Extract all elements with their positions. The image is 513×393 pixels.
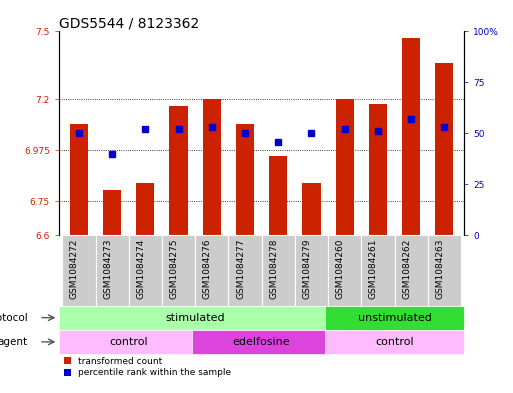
Text: GSM1084272: GSM1084272 (70, 239, 79, 299)
Bar (369, 104, 387, 235)
Bar (402, 38, 420, 235)
Text: GSM1084276: GSM1084276 (203, 239, 212, 299)
Bar (62, 235, 95, 306)
Text: GSM1084261: GSM1084261 (369, 239, 378, 299)
Bar (325, 330, 464, 354)
Text: GSM1084275: GSM1084275 (170, 239, 179, 299)
Bar (192, 330, 331, 354)
Bar (302, 183, 321, 235)
Bar (95, 235, 129, 306)
Bar (295, 235, 328, 306)
Legend: transformed count, percentile rank within the sample: transformed count, percentile rank withi… (64, 357, 231, 378)
Text: GSM1084260: GSM1084260 (336, 239, 345, 299)
Text: GSM1084273: GSM1084273 (103, 239, 112, 299)
Bar (59, 306, 331, 330)
Text: GSM1084279: GSM1084279 (303, 239, 311, 299)
Text: control: control (109, 337, 148, 347)
Bar (262, 235, 295, 306)
Bar (169, 106, 188, 235)
Bar (435, 63, 453, 235)
Bar (59, 330, 199, 354)
Text: GSM1084262: GSM1084262 (402, 239, 411, 299)
Text: GDS5544 / 8123362: GDS5544 / 8123362 (59, 16, 199, 30)
Text: GSM1084277: GSM1084277 (236, 239, 245, 299)
Bar (228, 235, 262, 306)
Text: protocol: protocol (0, 313, 27, 323)
Text: GSM1084263: GSM1084263 (436, 239, 444, 299)
Bar (336, 99, 354, 235)
Text: edelfosine: edelfosine (233, 337, 290, 347)
Bar (203, 99, 221, 235)
Text: agent: agent (0, 337, 27, 347)
Text: GSM1084278: GSM1084278 (269, 239, 278, 299)
Bar (129, 235, 162, 306)
Text: stimulated: stimulated (165, 313, 225, 323)
Bar (269, 156, 287, 235)
Text: GSM1084274: GSM1084274 (136, 239, 145, 299)
Bar (325, 306, 464, 330)
Bar (428, 235, 461, 306)
Bar (195, 235, 228, 306)
Bar (103, 190, 121, 235)
Bar (162, 235, 195, 306)
Text: control: control (375, 337, 414, 347)
Bar (70, 124, 88, 235)
Text: unstimulated: unstimulated (358, 313, 431, 323)
Bar (136, 183, 154, 235)
Bar (361, 235, 394, 306)
Bar (236, 124, 254, 235)
Bar (328, 235, 361, 306)
Bar (394, 235, 428, 306)
